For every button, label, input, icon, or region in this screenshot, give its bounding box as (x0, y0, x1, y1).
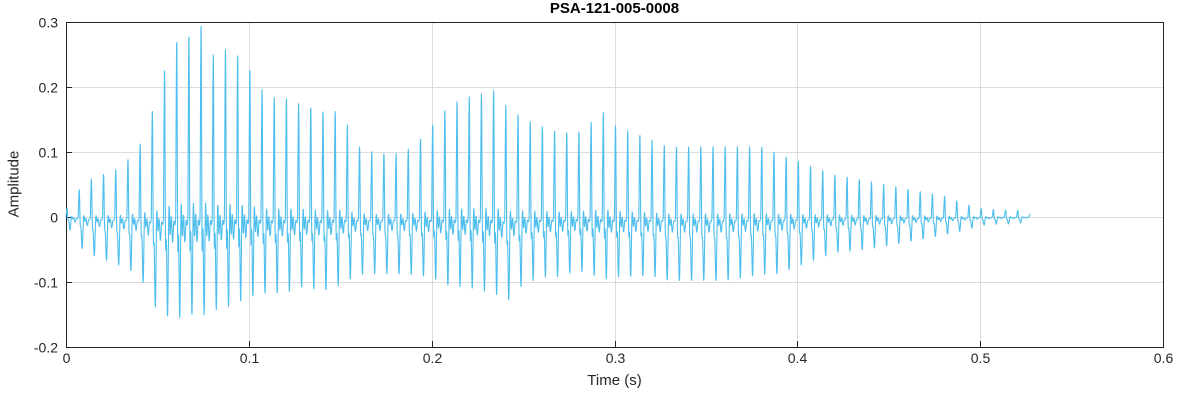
chart-title: PSA-121-005-0008 (549, 0, 680, 17)
x-tick-label: 0.2 (423, 350, 443, 366)
y-tick-label: 0 (50, 210, 58, 226)
x-tick-label: 0.6 (1154, 350, 1174, 366)
x-tick-label: 0 (63, 350, 71, 366)
x-tick-label: 0.3 (606, 350, 626, 366)
y-tick-label: -0.1 (34, 275, 58, 291)
x-tick-label: 0.5 (971, 350, 991, 366)
y-tick-label: 0.2 (39, 80, 59, 96)
x-axis-label: Time (s) (587, 372, 642, 389)
x-tick-label: 0.4 (788, 350, 808, 366)
x-tick-label: 0.1 (240, 350, 260, 366)
y-tick-label: 0.1 (39, 145, 59, 161)
y-tick-label: 0.3 (39, 15, 59, 31)
y-tick-label: -0.2 (34, 340, 58, 356)
y-axis-label: Amplitude (5, 150, 23, 218)
axes-box (66, 22, 1164, 348)
waveform-series (65, 25, 1031, 318)
